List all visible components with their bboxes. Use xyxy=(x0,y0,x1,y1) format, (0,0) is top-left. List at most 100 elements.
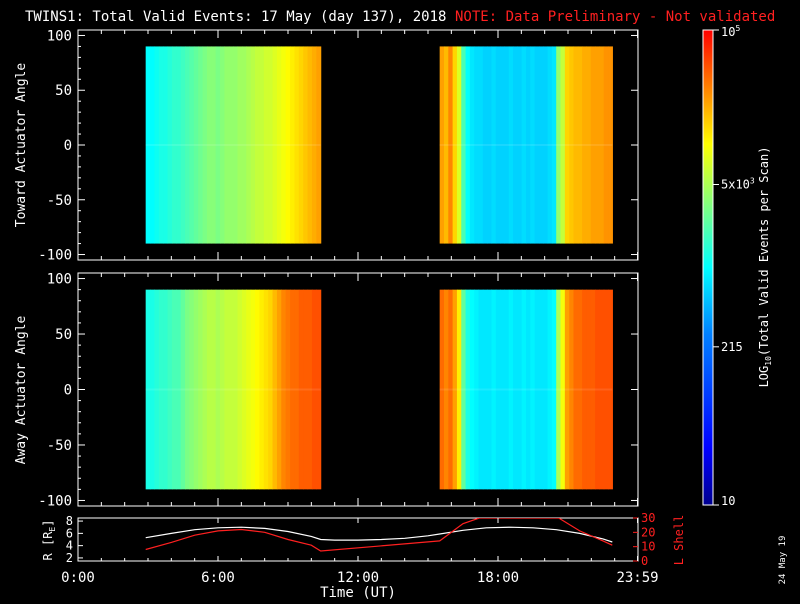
away-strip-1-8 xyxy=(474,289,480,490)
toward-strip-1-9 xyxy=(478,46,484,244)
away-strip-1-27 xyxy=(556,289,562,490)
away-ylabel: Away Actuator Angle xyxy=(14,315,29,464)
toward-strip-0-14 xyxy=(206,46,212,244)
away-strip-1-0 xyxy=(439,289,445,490)
orbit-y2label: L Shell xyxy=(672,515,686,566)
toward-strip-1-22 xyxy=(534,46,540,244)
away-strip-1-13 xyxy=(495,289,501,490)
toward-zero-seam-0 xyxy=(145,144,321,146)
date-stamp: 24 May 19 xyxy=(778,536,788,585)
colorbar-ticks: 105 5x103 215 10 xyxy=(713,24,755,508)
toward-strip-0-36 xyxy=(303,46,309,244)
toward-strip-0-10 xyxy=(189,46,195,244)
away-strip-1-39 xyxy=(608,289,613,490)
toward-strip-0-32 xyxy=(285,46,291,244)
orbit-ytick-label-2: 4 xyxy=(66,539,73,553)
xtick-label-0: 0:00 xyxy=(61,570,95,586)
orbit-ytick-label-0: 8 xyxy=(66,514,73,528)
away-strip-0-1 xyxy=(150,289,156,490)
orbit-series-lshell xyxy=(145,518,613,552)
away-strip-0-39 xyxy=(316,289,322,490)
toward-strip-1-26 xyxy=(551,46,557,244)
away-strip-0-12 xyxy=(198,289,204,490)
colorbar-tick-label-1: 5x103 xyxy=(721,176,755,191)
toward-strip-0-21 xyxy=(237,46,243,244)
toward-ytick-label-0: 100 xyxy=(47,28,72,44)
toward-strip-1-20 xyxy=(526,46,531,244)
toward-strip-0-16 xyxy=(215,46,221,244)
away-strip-0-25 xyxy=(255,289,261,490)
toward-strip-1-24 xyxy=(543,46,549,244)
figure-title: TWINS1: Total Valid Events: 17 May (day … xyxy=(25,9,446,25)
colorbar-tick-label-3: 10 xyxy=(721,494,735,508)
away-strip-0-7 xyxy=(176,289,182,490)
away-strip-0-11 xyxy=(193,289,199,490)
away-strip-1-10 xyxy=(482,289,488,490)
orbit-ytick-label-3: 2 xyxy=(66,551,73,565)
orbit-y2tick-label-2: 10 xyxy=(641,540,655,554)
preliminary-note: NOTE: Data Preliminary - Not validated xyxy=(455,9,775,25)
away-strip-0-16 xyxy=(215,289,221,490)
toward-ytick-label-4: -100 xyxy=(38,248,72,264)
toward-strip-1-36 xyxy=(595,46,600,244)
toward-strip-0-7 xyxy=(176,46,182,244)
away-strip-1-19 xyxy=(521,289,527,490)
away-strip-1-24 xyxy=(543,289,549,490)
toward-strip-1-34 xyxy=(586,46,592,244)
toward-zero-seam-1 xyxy=(439,144,613,146)
toward-strip-0-23 xyxy=(246,46,252,244)
colorbar-scale xyxy=(703,30,713,505)
toward-strip-0-22 xyxy=(241,46,247,244)
away-strip-0-14 xyxy=(206,289,212,490)
toward-strip-1-31 xyxy=(573,46,579,244)
toward-strip-1-13 xyxy=(495,46,501,244)
xtick-label-3: 18:00 xyxy=(477,570,519,586)
away-strip-1-25 xyxy=(547,289,553,490)
toward-strip-1-33 xyxy=(582,46,588,244)
toward-strip-0-38 xyxy=(311,46,317,244)
toward-strip-0-37 xyxy=(307,46,313,244)
toward-strip-0-26 xyxy=(259,46,265,244)
away-ytick-label-0: 100 xyxy=(47,272,72,288)
away-strip-0-19 xyxy=(228,289,234,490)
away-strip-1-21 xyxy=(530,289,536,490)
away-strip-0-32 xyxy=(285,289,291,490)
toward-strip-1-23 xyxy=(538,46,544,244)
away-strip-0-34 xyxy=(294,289,300,490)
away-heatmap xyxy=(145,289,613,490)
orbit-series-radius xyxy=(145,526,613,543)
away-strip-0-2 xyxy=(154,289,160,490)
away-strip-0-8 xyxy=(180,289,186,490)
colorbar-tick-label-0: 105 xyxy=(721,24,740,39)
orbit-ytick-label-1: 6 xyxy=(66,526,73,540)
away-ytick-label-2: 0 xyxy=(64,383,72,399)
toward-strip-1-21 xyxy=(530,46,536,244)
toward-strip-0-13 xyxy=(202,46,208,244)
away-strip-0-24 xyxy=(250,289,256,490)
toward-strip-1-16 xyxy=(508,46,514,244)
away-zero-seam-1 xyxy=(439,388,613,391)
away-strip-0-13 xyxy=(202,289,208,490)
away-strip-0-4 xyxy=(163,289,169,490)
toward-strip-1-5 xyxy=(461,46,467,244)
toward-ytick-label-2: 0 xyxy=(64,138,72,154)
toward-strip-0-20 xyxy=(233,46,239,244)
toward-strip-1-11 xyxy=(487,46,493,244)
away-strip-1-36 xyxy=(595,289,600,490)
away-zero-seam-0 xyxy=(145,388,321,391)
toward-strip-0-27 xyxy=(263,46,269,244)
toward-strip-1-1 xyxy=(443,46,449,244)
toward-strip-1-15 xyxy=(504,46,510,244)
toward-strip-0-11 xyxy=(193,46,199,244)
away-strip-1-12 xyxy=(491,289,497,490)
away-strip-1-20 xyxy=(526,289,531,490)
orbit-lines xyxy=(145,518,613,552)
toward-strip-0-25 xyxy=(255,46,261,244)
toward-strip-1-19 xyxy=(521,46,527,244)
toward-strip-0-15 xyxy=(211,46,217,244)
toward-strip-0-5 xyxy=(167,46,173,244)
away-strip-1-23 xyxy=(538,289,544,490)
toward-strip-0-2 xyxy=(154,46,160,244)
